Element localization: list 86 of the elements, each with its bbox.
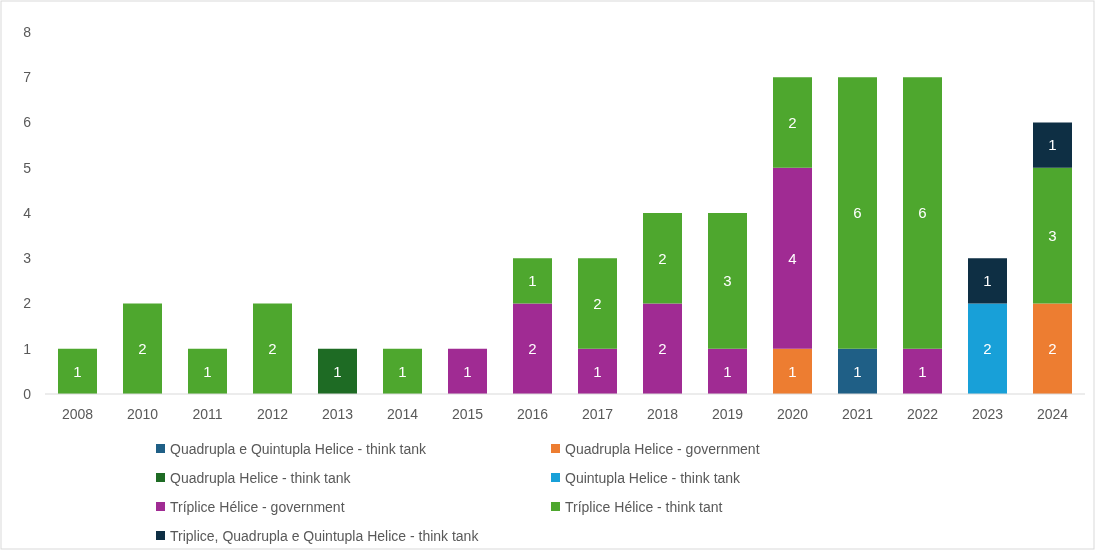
data-label: 1 [788,362,797,380]
bar [1033,122,1072,168]
x-tick-label: 2011 [192,405,223,422]
x-tick-label: 2018 [646,405,679,422]
legend-label: Tríplice Hélice - government [170,498,345,515]
bar [773,167,812,349]
x-tick-label: 2008 [61,405,94,422]
bar [1033,303,1072,394]
legend-label: Tríplice Hélice - think tant [565,498,723,515]
x-tick-label: 2020 [776,405,809,422]
y-tick-label: 0 [23,385,32,402]
bar [448,348,487,394]
bar [123,303,162,394]
data-label: 1 [203,362,212,380]
data-label: 1 [853,362,862,380]
data-label: 2 [268,340,277,357]
data-label: 1 [73,362,82,380]
y-tick-label: 2 [23,295,32,312]
bar [188,348,227,394]
bar [513,303,552,394]
bar [708,348,747,394]
bar [383,348,422,394]
bar [1033,167,1072,304]
x-tick-label: 2023 [971,405,1004,422]
legend-label: Quadrupla e Quintupla Helice - think tank [170,440,428,457]
y-tick-label: 5 [23,159,32,176]
x-tick-label: 2015 [451,405,484,422]
data-label: 1 [918,362,927,380]
bar [968,303,1007,394]
x-tick-label: 2019 [711,405,744,422]
x-tick-label: 2022 [906,405,939,422]
data-label: 2 [658,340,667,357]
bar [578,258,617,349]
data-label: 1 [593,362,602,380]
data-label: 2 [788,113,797,131]
legend-label: Quadrupla Helice - government [565,440,760,457]
legend-label: Quintupla Helice - think tank [565,469,742,486]
bar [838,348,877,394]
data-label: 1 [1048,136,1057,154]
bar [968,258,1007,304]
data-label: 2 [528,340,537,357]
y-tick-label: 6 [23,114,32,131]
data-label: 6 [918,204,927,222]
data-label: 6 [853,204,862,222]
data-label: 1 [463,362,472,380]
x-tick-label: 2021 [841,405,874,422]
data-label: 2 [983,340,992,357]
x-tick-label: 2013 [321,405,354,422]
x-tick-label: 2016 [516,405,549,422]
bar [643,303,682,394]
x-tick-label: 2014 [386,405,419,422]
x-tick-label: 2024 [1036,405,1069,422]
bar [708,213,747,349]
y-tick-label: 3 [23,250,32,267]
bar [578,348,617,394]
x-tick-label: 2010 [126,405,159,422]
data-label: 4 [788,249,797,267]
data-label: 1 [398,362,407,380]
bar [513,258,552,304]
data-label: 1 [723,362,732,380]
data-label: 1 [528,272,537,290]
bar [773,348,812,394]
y-tick-label: 4 [23,204,32,221]
x-tick-label: 2012 [256,405,289,422]
data-label: 3 [723,272,732,290]
data-label: 2 [138,340,147,357]
data-label: 1 [983,272,992,290]
y-tick-label: 1 [23,340,32,357]
data-label: 2 [1048,340,1057,357]
bar [773,77,812,168]
bar [253,303,292,394]
y-tick-label: 7 [23,69,32,86]
data-label: 1 [333,362,342,380]
bar [838,77,877,349]
data-label: 2 [658,249,667,267]
bar [58,348,97,394]
bar [318,348,357,394]
bar [643,213,682,304]
legend-label: Quadrupla Helice - think tank [170,469,352,486]
bar [903,348,942,394]
data-label: 2 [593,294,602,312]
x-tick-label: 2017 [581,405,614,422]
y-tick-label: 8 [23,23,32,40]
bar [903,77,942,349]
legend-label: Triplice, Quadrupla e Quintupla Helice - think tank [170,527,480,544]
data-label: 3 [1048,226,1057,244]
